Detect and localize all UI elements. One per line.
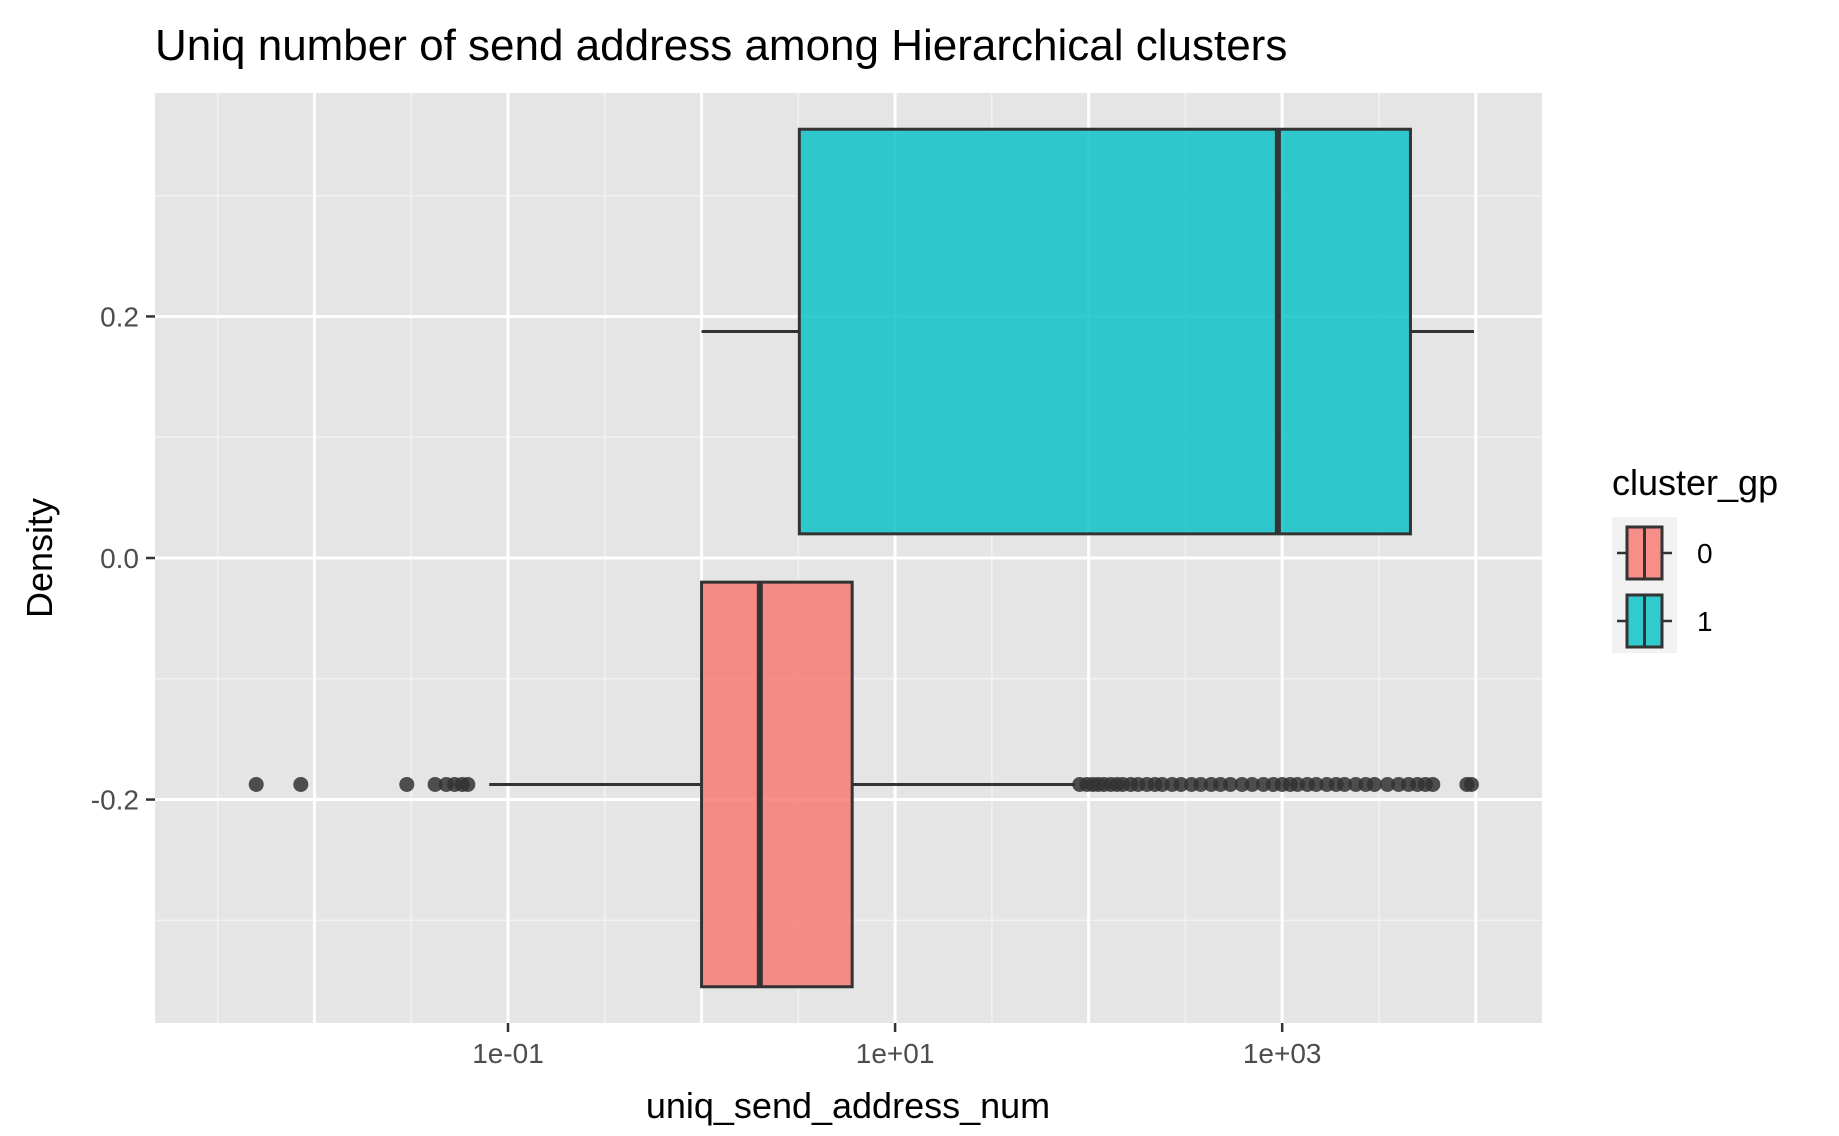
outlier-point	[1244, 776, 1260, 792]
box	[700, 580, 854, 989]
y-axis-title: Density	[19, 498, 60, 618]
outlier-point	[1222, 776, 1238, 792]
legend-label: 0	[1697, 538, 1713, 569]
y-tick-label: 0.0	[100, 543, 139, 574]
legend-key-1	[1617, 593, 1672, 649]
x-axis-title: uniq_send_address_num	[646, 1085, 1050, 1126]
outlier-point	[1379, 776, 1395, 792]
legend-title: cluster_gp	[1612, 462, 1778, 503]
y-tick-label: 0.2	[100, 301, 139, 332]
box	[797, 127, 1412, 536]
legend: cluster_gp 0 1	[1612, 462, 1778, 653]
outlier-point	[460, 776, 476, 792]
outlier-point	[1367, 776, 1383, 792]
outlier-point	[1308, 776, 1324, 792]
boxplots	[248, 127, 1479, 989]
outlier-point	[1337, 776, 1353, 792]
legend-label: 1	[1697, 606, 1713, 637]
y-tick-label: -0.2	[91, 785, 139, 816]
chart-title: Uniq number of send address among Hierar…	[155, 21, 1287, 70]
outlier-point	[427, 776, 443, 792]
legend-key-0	[1617, 525, 1672, 581]
x-tick-label: 1e+03	[1243, 1038, 1322, 1069]
x-axis: 1e-01 1e+01 1e+03	[472, 1023, 1322, 1069]
x-tick-label: 1e+01	[856, 1038, 935, 1069]
outlier-point	[1193, 776, 1209, 792]
outlier-point	[248, 776, 264, 792]
outlier-point	[399, 776, 415, 792]
outlier-point	[1173, 776, 1189, 792]
boxplot-cluster-0	[248, 580, 1479, 989]
x-tick-label: 1e-01	[472, 1038, 544, 1069]
outlier-point	[1463, 776, 1479, 792]
outlier-point	[1425, 776, 1441, 792]
outlier-point	[293, 776, 309, 792]
boxplot-cluster-1	[701, 127, 1475, 536]
y-axis: -0.2 0.0 0.2	[91, 301, 155, 816]
